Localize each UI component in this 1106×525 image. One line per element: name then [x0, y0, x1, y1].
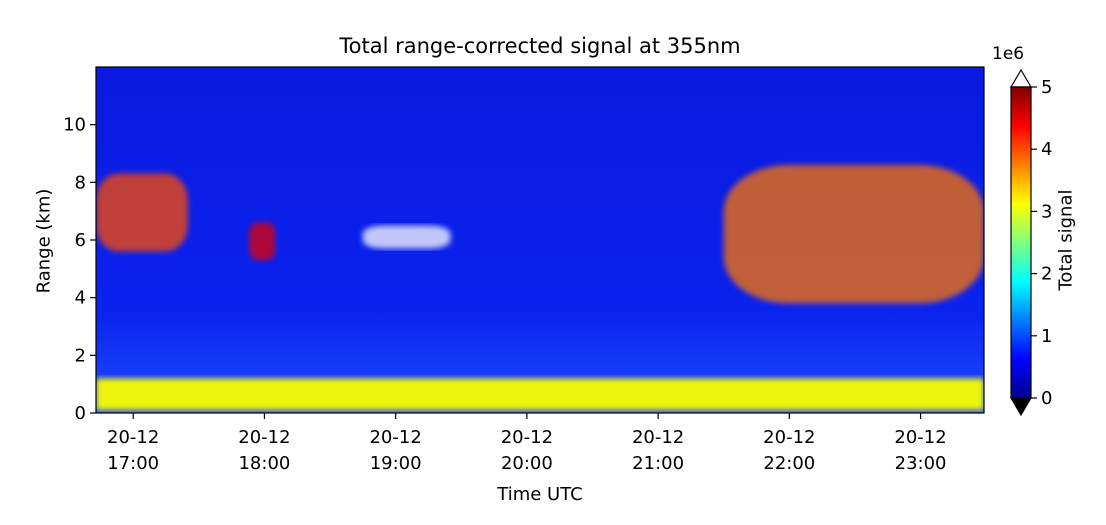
heatmap-image [96, 67, 984, 413]
y-tick-label: 0 [75, 403, 86, 424]
colorbar-tick-label: 5 [1041, 77, 1052, 98]
x-tick-label-date: 20-12 [501, 427, 553, 448]
y-tick-label: 2 [75, 345, 86, 366]
colorbar-multiplier: 1e6 [992, 44, 1025, 64]
x-axis: 20-12 17:00 20-12 18:00 20-12 19:00 20-12 20:00… [107, 413, 947, 474]
x-tick-label-time: 18:00 [238, 453, 290, 474]
heatmap-cloud [723, 165, 984, 304]
x-tick-label-time: 20:00 [501, 453, 553, 474]
x-tick-label-date: 20-12 [632, 427, 684, 448]
colorbar-tick-label: 1 [1041, 326, 1052, 347]
colorbar: 0 1 2 3 4 5 [1009, 68, 1052, 417]
x-tick-label-date: 20-12 [238, 427, 290, 448]
colorbar-extend-min [1009, 397, 1033, 417]
colorbar-tick-label: 4 [1041, 139, 1052, 160]
x-tick-label-time: 22:00 [763, 453, 815, 474]
y-axis: 0 2 4 6 8 10 [63, 115, 96, 424]
x-tick-label-time: 23:00 [895, 453, 947, 474]
heatmap-saturated-cloud [362, 225, 451, 249]
heatmap-cloud [249, 222, 276, 261]
x-tick-label-time: 19:00 [370, 453, 422, 474]
colorbar-gradient [1011, 87, 1031, 398]
colorbar-frame [1010, 86, 1032, 399]
colorbar-tick-label: 2 [1041, 264, 1052, 285]
x-tick-label-date: 20-12 [894, 427, 946, 448]
heatmap-boundary-layer [96, 378, 984, 411]
y-tick-label: 6 [75, 230, 86, 251]
y-tick-label: 10 [63, 115, 86, 136]
y-tick-label: 8 [75, 172, 86, 193]
x-axis-label: Time UTC [497, 484, 583, 505]
heatmap-cloud [96, 173, 188, 252]
colorbar-tick-label: 0 [1041, 388, 1052, 409]
colorbar-tick-label: 3 [1041, 201, 1052, 222]
x-tick-label-time: 21:00 [632, 453, 684, 474]
chart-title: Total range-corrected signal at 355nm [339, 34, 741, 58]
x-tick-label-date: 20-12 [763, 427, 815, 448]
x-tick-label-date: 20-12 [107, 427, 159, 448]
colorbar-extend-max [1009, 68, 1033, 88]
y-tick-label: 4 [75, 288, 86, 309]
x-tick-label-time: 17:00 [107, 453, 159, 474]
x-tick-label-date: 20-12 [369, 427, 421, 448]
